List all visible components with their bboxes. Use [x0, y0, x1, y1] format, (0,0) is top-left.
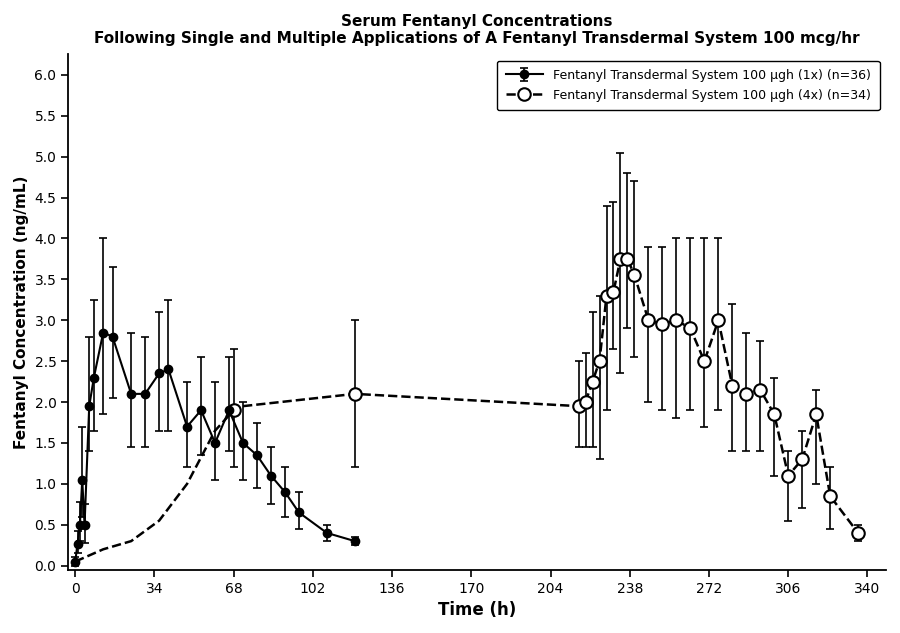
Title: Serum Fentanyl Concentrations
Following Single and Multiple Applications of A Fe: Serum Fentanyl Concentrations Following … [94, 14, 860, 46]
Y-axis label: Fentanyl Concentration (ng/mL): Fentanyl Concentration (ng/mL) [14, 175, 29, 449]
Legend: Fentanyl Transdermal System 100 μgh (1x) (n=36), Fentanyl Transdermal System 100: Fentanyl Transdermal System 100 μgh (1x)… [497, 61, 880, 110]
X-axis label: Time (h): Time (h) [438, 601, 517, 619]
